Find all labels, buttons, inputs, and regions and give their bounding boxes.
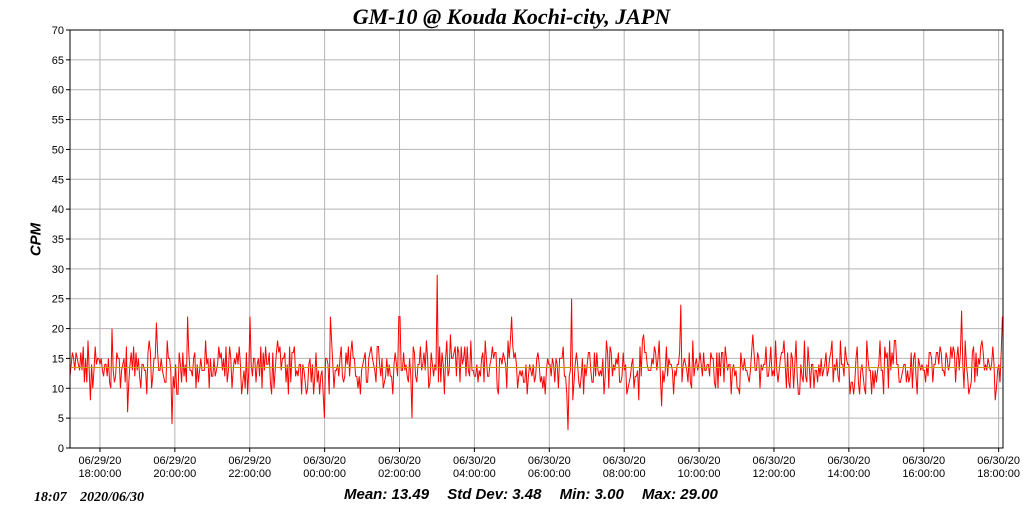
- x-tick-label-time: 20:00:00: [153, 468, 196, 480]
- x-tick-label-time: 12:00:00: [753, 468, 796, 480]
- x-tick-label-time: 14:00:00: [827, 468, 870, 480]
- timestamp-time: 18:07: [34, 490, 67, 505]
- x-tick-label-date: 06/30/20: [977, 455, 1020, 467]
- x-tick-label-date: 06/30/20: [902, 455, 945, 467]
- y-tick-label: 70: [52, 25, 64, 37]
- x-tick-label-date: 06/30/20: [603, 455, 646, 467]
- y-tick-label: 60: [52, 85, 64, 97]
- x-tick-label-time: 16:00:00: [902, 468, 945, 480]
- y-tick-label: 65: [52, 55, 64, 67]
- x-tick-label-date: 06/30/20: [528, 455, 571, 467]
- x-tick-label-date: 06/30/20: [678, 455, 721, 467]
- stat-mean: Mean: 13.49: [344, 486, 430, 503]
- y-tick-label: 45: [52, 174, 64, 186]
- x-tick-label-date: 06/30/20: [378, 455, 421, 467]
- y-tick-label: 5: [58, 413, 64, 425]
- plot-frame: [69, 29, 1004, 449]
- x-tick-label-date: 06/29/20: [79, 455, 122, 467]
- x-tick-label-date: 06/30/20: [827, 455, 870, 467]
- y-tick-label: 55: [52, 115, 64, 127]
- y-tick-label: 25: [52, 294, 64, 306]
- y-tick-label: 50: [52, 144, 64, 156]
- x-tick-label-time: 22:00:00: [228, 468, 271, 480]
- timestamp-date: 2020/06/30: [80, 490, 144, 505]
- x-tick-label-date: 06/29/20: [228, 455, 271, 467]
- x-tick-labels: 06/29/2018:00:0006/29/2020:00:0006/29/20…: [79, 455, 1021, 480]
- x-tick-label-time: 00:00:00: [303, 468, 346, 480]
- stat-max: Max: 29.00: [641, 486, 718, 503]
- timestamp: 18:07 2020/06/30: [34, 490, 154, 506]
- x-tick-label-time: 04:00:00: [453, 468, 496, 480]
- series-line: [69, 274, 1003, 431]
- x-tick-label-time: 10:00:00: [678, 468, 721, 480]
- stat-min: Min: 3.00: [559, 486, 624, 503]
- y-tick-label: 10: [52, 383, 64, 395]
- grid-lines: [66, 29, 1003, 452]
- x-tick-label-time: 06:00:00: [528, 468, 571, 480]
- stat-std-dev: Std Dev: 3.48: [447, 486, 542, 503]
- y-tick-label: 0: [58, 443, 64, 455]
- x-tick-label-time: 18:00:00: [977, 468, 1020, 480]
- y-tick-label: 15: [52, 353, 64, 365]
- x-tick-label-date: 06/30/20: [453, 455, 496, 467]
- x-tick-label-time: 18:00:00: [79, 468, 122, 480]
- y-tick-label: 30: [52, 264, 64, 276]
- x-tick-label-date: 06/30/20: [303, 455, 346, 467]
- chart-title: GM-10 @ Kouda Kochi-city, JAPN: [352, 4, 671, 29]
- stats-bar: Mean: 13.49 Std Dev: 3.48 Min: 3.00 Max:…: [344, 486, 732, 503]
- x-tick-label-time: 02:00:00: [378, 468, 421, 480]
- x-tick-label-date: 06/30/20: [753, 455, 796, 467]
- x-tick-label-time: 08:00:00: [603, 468, 646, 480]
- y-tick-label: 20: [52, 324, 64, 336]
- y-tick-label: 35: [52, 234, 64, 246]
- y-tick-label: 40: [52, 204, 64, 216]
- x-tick-label-date: 06/29/20: [153, 455, 196, 467]
- y-tick-labels: 0 5 10 15 20 25 30 35 40 45 50 55 60 65 70: [52, 25, 64, 455]
